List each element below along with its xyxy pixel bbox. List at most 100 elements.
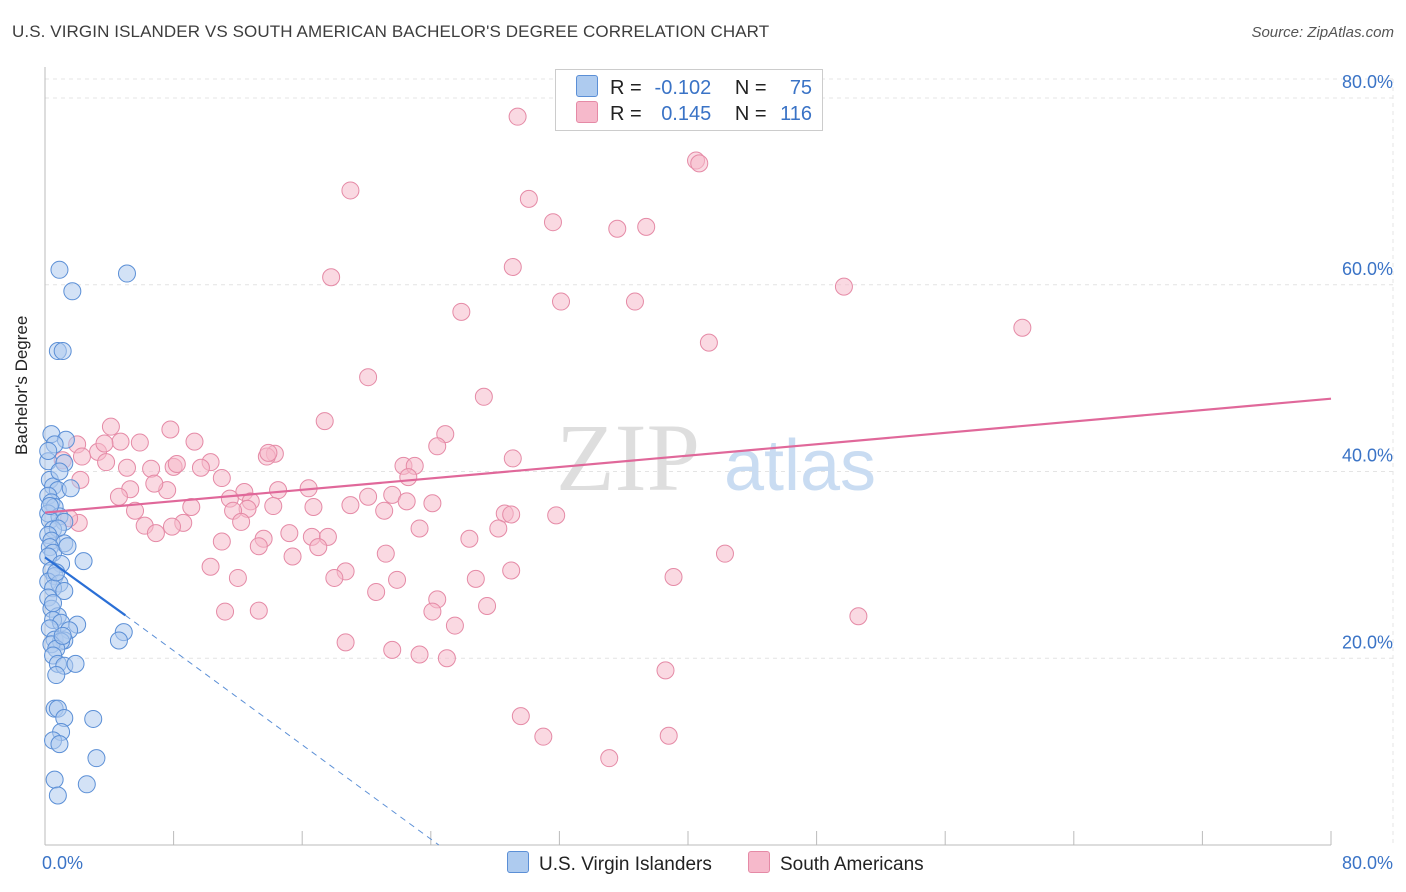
data-point-south-american: [474, 387, 493, 406]
legend-swatch-pink: [576, 101, 598, 123]
data-point-virgin-islander: [53, 626, 72, 645]
trendline-south-americans: [44, 397, 1332, 514]
data-point-south-american: [600, 749, 619, 768]
data-point-south-american: [637, 217, 656, 236]
data-point-south-american: [423, 602, 442, 621]
data-point-south-american: [249, 537, 268, 556]
data-point-south-american: [232, 512, 251, 531]
data-point-south-american: [552, 292, 571, 311]
data-point-south-american: [216, 602, 235, 621]
x-tick-label-max: 80.0%: [1342, 853, 1393, 873]
y-axis-label: Bachelor's Degree: [12, 315, 31, 455]
y-tick-label: 80.0%: [1342, 72, 1393, 92]
data-point-south-american: [452, 302, 471, 321]
data-point-south-american: [376, 544, 395, 563]
data-point-south-american: [126, 501, 145, 520]
data-point-virgin-islander: [47, 666, 66, 685]
data-point-virgin-islander: [48, 786, 67, 805]
data-point-south-american: [410, 519, 429, 538]
x-tick-label-min: 0.0%: [42, 853, 83, 873]
data-point-virgin-islander: [45, 770, 64, 789]
data-point-south-american: [336, 633, 355, 652]
legend-r-value: -0.102: [654, 77, 712, 99]
watermark: ZIP atlas: [556, 404, 876, 511]
data-point-virgin-islander: [63, 282, 82, 301]
data-point-virgin-islander: [117, 264, 136, 283]
data-point-south-american: [259, 443, 278, 462]
legend-row-virgin-islanders: R = -0.102 N = 75: [576, 75, 812, 101]
data-point-virgin-islander: [74, 552, 93, 571]
data-point-south-american: [359, 368, 378, 387]
data-point-south-american: [367, 582, 386, 601]
data-point-south-american: [101, 417, 120, 436]
bottom-legend-south-americans: South Americans: [748, 851, 924, 876]
data-point-south-american: [489, 519, 508, 538]
trendlines: [44, 397, 1332, 846]
data-point-south-american: [341, 181, 360, 200]
data-point-south-american: [511, 707, 530, 726]
data-point-south-american: [264, 497, 283, 516]
data-point-south-american: [543, 213, 562, 232]
data-point-south-american: [341, 496, 360, 515]
legend-n-label: N =: [734, 77, 767, 99]
legend-r-value: 0.145: [661, 103, 712, 125]
data-point-south-american: [249, 601, 268, 620]
data-point-south-american: [325, 568, 344, 587]
data-point-south-american: [162, 517, 181, 536]
data-point-south-american: [608, 219, 627, 238]
data-point-south-american: [161, 420, 180, 439]
data-point-south-american: [466, 569, 485, 588]
data-point-south-american: [228, 568, 247, 587]
data-point-south-american: [201, 557, 220, 576]
data-point-south-american: [834, 277, 853, 296]
data-point-south-american: [145, 474, 164, 493]
data-point-south-american: [185, 432, 204, 451]
bottom-legend-label: South Americans: [780, 854, 924, 875]
bottom-legend-swatch-pink: [748, 851, 770, 873]
y-tick-label: 20.0%: [1342, 632, 1393, 652]
data-point-south-american: [664, 568, 683, 587]
data-point-south-american: [437, 649, 456, 668]
data-point-south-american: [410, 645, 429, 664]
data-point-south-american: [1013, 318, 1032, 337]
data-point-virgin-islander: [58, 537, 77, 556]
data-point-virgin-islander: [44, 594, 63, 613]
data-point-south-american: [315, 412, 334, 431]
data-point-south-american: [503, 449, 522, 468]
y-tick-label: 60.0%: [1342, 259, 1393, 279]
data-point-south-american: [359, 487, 378, 506]
data-point-south-american: [117, 458, 136, 477]
data-point-south-american: [428, 437, 447, 456]
data-point-south-american: [502, 561, 521, 580]
data-point-south-american: [388, 570, 407, 589]
data-point-south-american: [383, 640, 402, 659]
data-point-south-american: [191, 458, 210, 477]
data-point-south-american: [167, 455, 186, 474]
data-point-virgin-islander: [109, 631, 128, 650]
data-point-south-american: [309, 538, 328, 557]
data-point-virgin-islander: [50, 462, 69, 481]
data-point-south-american: [280, 524, 299, 543]
data-point-virgin-islander: [77, 775, 96, 794]
data-point-south-american: [423, 494, 442, 513]
legend-swatch-blue: [576, 75, 598, 97]
data-point-south-american: [109, 487, 128, 506]
data-point-south-american: [659, 726, 678, 745]
data-point-virgin-islander: [87, 749, 106, 768]
source-label: Source: ZipAtlas.com: [1251, 24, 1394, 41]
stats-legend: R = -0.102 N = 75 R = 0.145 N = 116: [555, 69, 823, 131]
legend-r-label: R =: [610, 77, 642, 99]
data-point-south-american: [146, 524, 165, 543]
gridlines: [45, 78, 1394, 845]
data-point-south-american: [322, 268, 341, 287]
data-point-south-american: [142, 459, 161, 478]
data-point-virgin-islander: [53, 342, 72, 361]
data-point-south-american: [460, 529, 479, 548]
data-point-south-american: [375, 501, 394, 520]
data-point-south-american: [534, 727, 553, 746]
data-point-south-american: [502, 505, 521, 524]
data-point-south-american: [130, 433, 149, 452]
data-point-virgin-islander: [84, 709, 103, 728]
legend-n-label: N =: [734, 103, 767, 125]
data-point-south-american: [397, 492, 416, 511]
